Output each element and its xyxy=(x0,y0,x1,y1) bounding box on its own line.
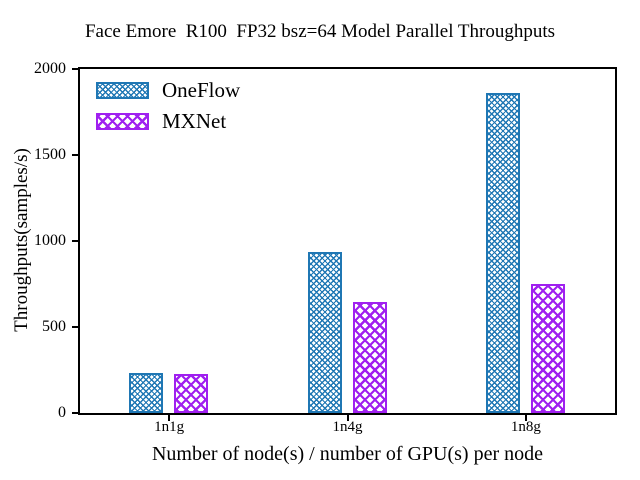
x-tick-label: 1n8g xyxy=(510,419,541,435)
y-tick-label: 0 xyxy=(58,404,66,421)
mxnet-swatch-icon xyxy=(96,113,149,130)
y-tick xyxy=(72,240,78,242)
plot-area: OneFlow MXNet 0 500 1000 1500 2000 1n1g 1n4g 1n… xyxy=(34,60,617,435)
bar-oneflow-1n1g xyxy=(129,372,164,413)
bar-mxnet-1n4g xyxy=(352,302,387,413)
y-tick-label: 1000 xyxy=(34,232,66,249)
y-tick-label: 1500 xyxy=(34,146,66,163)
x-axis-label: Number of node(s) / number of GPU(s) per… xyxy=(151,443,543,465)
bar-oneflow-1n8g xyxy=(485,93,520,413)
legend-label-mxnet: MXNet xyxy=(162,109,227,133)
y-tick xyxy=(72,68,78,70)
legend-item-oneflow: OneFlow xyxy=(96,78,240,103)
x-tick xyxy=(346,415,349,421)
legend-item-mxnet: MXNet xyxy=(96,109,240,134)
legend: OneFlow MXNet xyxy=(96,78,240,140)
y-tick-label: 500 xyxy=(42,318,66,335)
x-tick xyxy=(168,415,171,421)
chart-title: Face Emore R100 FP32 bsz=64 Model Parall… xyxy=(84,21,555,42)
legend-label-oneflow: OneFlow xyxy=(162,78,241,102)
y-tick xyxy=(72,154,78,156)
bar-oneflow-1n4g xyxy=(307,252,342,413)
x-tick xyxy=(524,415,527,421)
x-tick-label: 1n1g xyxy=(154,419,185,435)
bar-mxnet-1n8g xyxy=(530,284,565,413)
x-tick-label: 1n4g xyxy=(332,419,363,435)
y-tick xyxy=(72,412,78,414)
bar-mxnet-1n1g xyxy=(174,374,209,413)
y-tick xyxy=(72,326,78,328)
y-tick-label: 2000 xyxy=(34,60,66,77)
oneflow-swatch-icon xyxy=(96,82,149,99)
